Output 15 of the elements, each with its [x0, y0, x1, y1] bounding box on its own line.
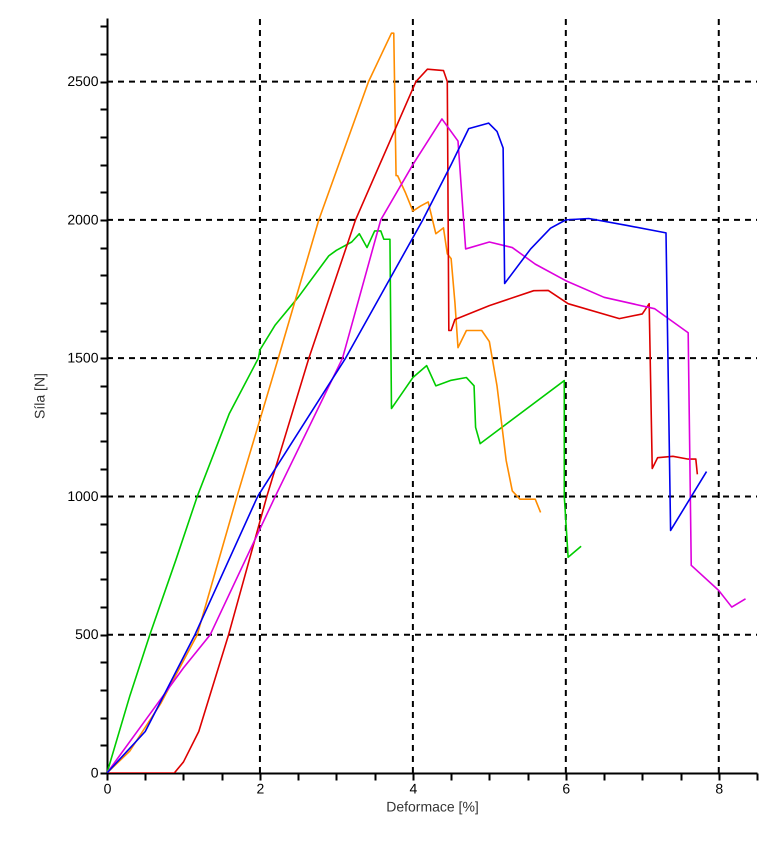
- x-tick-label: 0: [104, 780, 112, 796]
- y-tick-label: 2500: [67, 73, 99, 90]
- x-tick-label: 8: [715, 780, 724, 796]
- y-tick-label: 2000: [67, 211, 99, 228]
- y-axis-title: Síla [N]: [31, 373, 48, 419]
- x-axis-title: Deformace [%]: [386, 798, 479, 814]
- y-tick-label: 1500: [67, 350, 99, 366]
- x-tick-label: 4: [409, 780, 418, 796]
- y-tick-label: 0: [90, 764, 99, 780]
- y-tick-label: 500: [75, 626, 99, 642]
- line-series: [107, 230, 582, 773]
- y-tick-label: 1000: [67, 488, 99, 504]
- x-tick-label: 2: [256, 780, 265, 796]
- line-series: [107, 32, 542, 773]
- x-tick-label: 6: [562, 780, 570, 796]
